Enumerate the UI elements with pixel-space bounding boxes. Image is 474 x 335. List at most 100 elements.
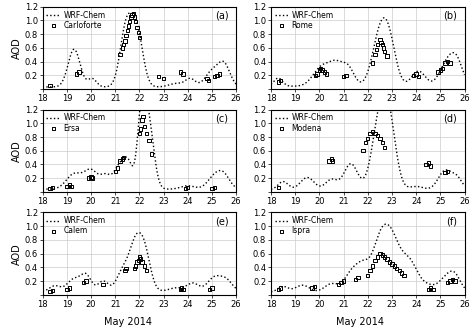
Carloforte xyxy=(205,78,212,83)
Calem xyxy=(48,288,56,293)
WRF-Chem xyxy=(354,76,359,80)
Ispra xyxy=(391,263,398,269)
WRF-Chem xyxy=(233,186,239,190)
Calem xyxy=(136,254,143,260)
Rome xyxy=(446,60,454,66)
WRF-Chem xyxy=(60,182,65,186)
WRF-Chem xyxy=(423,75,428,79)
Text: (f): (f) xyxy=(446,217,457,226)
Ersa xyxy=(139,114,147,119)
Modena xyxy=(376,136,383,141)
Calem xyxy=(140,263,148,269)
Calem xyxy=(132,263,139,269)
Rome xyxy=(383,53,391,59)
Rome xyxy=(313,71,321,77)
Carloforte xyxy=(121,38,129,44)
Carloforte xyxy=(216,71,223,77)
WRF-Chem xyxy=(346,64,352,68)
Ersa xyxy=(63,184,71,189)
Rome xyxy=(316,67,323,72)
Ispra xyxy=(378,252,386,258)
WRF-Chem xyxy=(462,73,467,77)
Ispra xyxy=(277,285,284,291)
Carloforte xyxy=(118,45,126,51)
WRF-Chem xyxy=(60,79,65,83)
Ersa xyxy=(148,151,155,157)
Rome xyxy=(437,67,444,72)
Carloforte xyxy=(133,24,141,30)
WRF-Chem xyxy=(118,44,124,48)
Ersa xyxy=(137,126,145,131)
Carloforte xyxy=(126,19,134,24)
WRF-Chem xyxy=(125,254,131,258)
Ispra xyxy=(335,282,343,287)
Calem xyxy=(82,278,90,284)
Ispra xyxy=(374,254,381,260)
Carloforte xyxy=(136,35,143,40)
Ersa xyxy=(140,124,148,129)
Modena xyxy=(274,185,282,191)
Rome xyxy=(318,67,326,72)
Rome xyxy=(444,59,451,64)
Ispra xyxy=(446,278,454,284)
Modena xyxy=(369,129,376,134)
WRF-Chem xyxy=(125,156,131,160)
Text: (b): (b) xyxy=(443,11,457,21)
WRF-Chem xyxy=(268,290,274,294)
Calem xyxy=(135,258,142,263)
Ersa xyxy=(48,185,56,191)
Carloforte xyxy=(125,23,132,28)
Carloforte xyxy=(155,74,163,79)
Rome xyxy=(373,47,380,52)
Rome xyxy=(320,69,328,75)
Calem xyxy=(65,285,73,291)
Modena xyxy=(374,133,381,138)
Rome xyxy=(381,49,389,54)
Calem xyxy=(178,285,185,291)
WRF-Chem xyxy=(383,222,389,226)
Ispra xyxy=(383,257,391,262)
WRF-Chem xyxy=(268,82,274,86)
WRF-Chem xyxy=(419,186,425,190)
Carloforte xyxy=(75,69,83,75)
Calem xyxy=(143,268,150,273)
WRF-Chem xyxy=(233,82,239,86)
WRF-Chem xyxy=(375,108,381,112)
Line: WRF-Chem: WRF-Chem xyxy=(43,110,236,189)
Calem xyxy=(122,266,130,271)
WRF-Chem xyxy=(191,185,197,189)
WRF-Chem xyxy=(125,12,131,16)
Ispra xyxy=(424,287,432,292)
Ispra xyxy=(448,277,456,282)
Y-axis label: AOD: AOD xyxy=(12,37,22,59)
Text: (c): (c) xyxy=(216,114,228,124)
Ersa xyxy=(114,165,121,171)
WRF-Chem xyxy=(268,187,274,191)
Ispra xyxy=(311,284,319,289)
WRF-Chem xyxy=(60,285,65,289)
Calem xyxy=(206,287,213,292)
WRF-Chem xyxy=(194,80,200,84)
Line: WRF-Chem: WRF-Chem xyxy=(43,13,236,87)
Ersa xyxy=(136,131,143,136)
Line: WRF-Chem: WRF-Chem xyxy=(271,224,465,292)
WRF-Chem xyxy=(419,71,425,75)
Line: WRF-Chem: WRF-Chem xyxy=(271,110,465,189)
Ersa xyxy=(143,131,150,136)
Rome xyxy=(369,60,376,66)
WRF-Chem xyxy=(381,16,387,20)
Ispra xyxy=(274,287,282,292)
Ispra xyxy=(429,287,437,292)
Y-axis label: AOD: AOD xyxy=(12,243,22,265)
WRF-Chem xyxy=(346,162,352,166)
WRF-Chem xyxy=(118,268,124,272)
Modena xyxy=(364,136,372,141)
Carloforte xyxy=(116,52,124,57)
Ersa xyxy=(208,186,216,191)
WRF-Chem xyxy=(40,85,46,89)
Calem xyxy=(137,257,145,262)
Ispra xyxy=(352,277,359,282)
WRF-Chem xyxy=(288,84,293,88)
Ersa xyxy=(120,155,128,160)
Rome xyxy=(317,66,324,71)
